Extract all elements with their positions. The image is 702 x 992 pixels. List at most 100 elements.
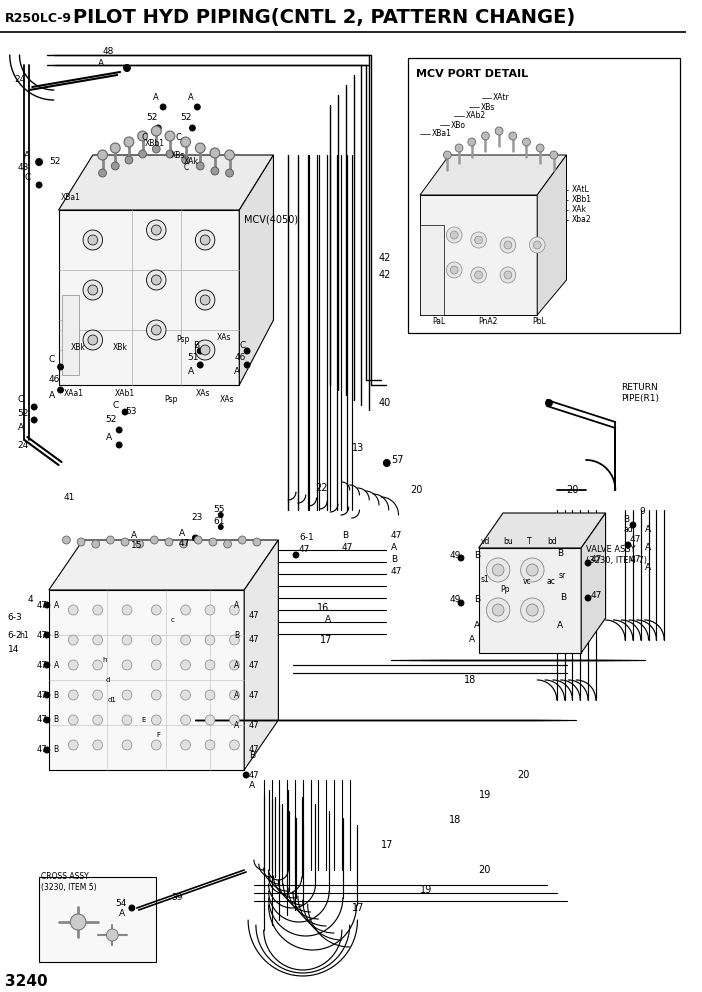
Text: A: A bbox=[187, 92, 193, 101]
Circle shape bbox=[205, 605, 215, 615]
Circle shape bbox=[165, 538, 173, 546]
Circle shape bbox=[152, 740, 161, 750]
Circle shape bbox=[238, 536, 246, 544]
Bar bbox=[62, 295, 79, 375]
Circle shape bbox=[70, 914, 86, 930]
Text: sr: sr bbox=[559, 570, 566, 579]
Text: A: A bbox=[644, 526, 651, 535]
Circle shape bbox=[93, 635, 102, 645]
Circle shape bbox=[68, 740, 78, 750]
Text: B: B bbox=[559, 593, 566, 602]
Circle shape bbox=[88, 285, 98, 295]
Circle shape bbox=[225, 150, 234, 160]
Text: 47: 47 bbox=[37, 661, 48, 670]
Circle shape bbox=[135, 540, 144, 548]
Circle shape bbox=[455, 144, 463, 152]
Circle shape bbox=[486, 598, 510, 622]
Circle shape bbox=[471, 232, 486, 248]
Text: XAa1: XAa1 bbox=[63, 389, 84, 398]
Circle shape bbox=[139, 150, 147, 158]
Text: 47: 47 bbox=[37, 715, 48, 724]
Text: 47: 47 bbox=[342, 544, 353, 553]
Text: XAtL: XAtL bbox=[571, 186, 589, 194]
Text: 16: 16 bbox=[317, 603, 330, 613]
Text: XAs: XAs bbox=[220, 396, 234, 405]
Circle shape bbox=[218, 513, 223, 518]
Circle shape bbox=[205, 740, 215, 750]
Circle shape bbox=[112, 162, 119, 170]
Circle shape bbox=[152, 145, 160, 153]
Text: 47: 47 bbox=[37, 631, 48, 640]
Polygon shape bbox=[58, 155, 274, 210]
Text: XAb2: XAb2 bbox=[466, 111, 486, 120]
Circle shape bbox=[504, 241, 512, 249]
Text: XBs: XBs bbox=[171, 151, 185, 160]
Circle shape bbox=[522, 138, 531, 146]
Circle shape bbox=[165, 131, 175, 141]
Circle shape bbox=[197, 348, 203, 354]
Circle shape bbox=[244, 362, 250, 368]
Text: 19: 19 bbox=[479, 790, 491, 800]
Circle shape bbox=[450, 266, 458, 274]
Text: 57: 57 bbox=[391, 455, 403, 465]
Text: A: A bbox=[179, 529, 185, 538]
Circle shape bbox=[200, 235, 210, 245]
Text: XBb1: XBb1 bbox=[571, 195, 591, 204]
Circle shape bbox=[225, 169, 234, 177]
Circle shape bbox=[122, 660, 132, 670]
Circle shape bbox=[58, 364, 63, 370]
Text: A: A bbox=[187, 367, 194, 377]
Text: A: A bbox=[391, 544, 397, 553]
Polygon shape bbox=[581, 513, 606, 653]
Text: XBa1: XBa1 bbox=[60, 193, 81, 202]
Text: 24: 24 bbox=[18, 440, 29, 449]
Polygon shape bbox=[420, 195, 537, 315]
Text: C: C bbox=[239, 340, 246, 349]
Circle shape bbox=[585, 560, 591, 566]
Text: XAs: XAs bbox=[217, 333, 232, 342]
Circle shape bbox=[44, 692, 50, 698]
Text: Psp: Psp bbox=[164, 396, 178, 405]
Text: 17: 17 bbox=[352, 903, 364, 913]
Text: 48: 48 bbox=[102, 48, 114, 57]
Circle shape bbox=[182, 156, 190, 164]
Circle shape bbox=[93, 660, 102, 670]
Circle shape bbox=[83, 330, 102, 350]
Text: PILOT HYD PIPING(CNTL 2, PATTERN CHANGE): PILOT HYD PIPING(CNTL 2, PATTERN CHANGE) bbox=[73, 9, 576, 28]
Text: 20: 20 bbox=[479, 865, 491, 875]
Circle shape bbox=[526, 604, 538, 616]
Text: B: B bbox=[623, 516, 629, 525]
Text: A: A bbox=[25, 151, 31, 160]
Text: B: B bbox=[391, 556, 397, 564]
Text: RETURN
PIPE(R1): RETURN PIPE(R1) bbox=[621, 383, 659, 403]
Polygon shape bbox=[479, 513, 606, 548]
Text: c: c bbox=[171, 617, 175, 623]
Text: ac: ac bbox=[547, 577, 556, 586]
Text: A: A bbox=[469, 636, 475, 645]
Text: 47: 47 bbox=[249, 720, 260, 729]
Circle shape bbox=[444, 151, 451, 159]
Polygon shape bbox=[479, 548, 581, 653]
Circle shape bbox=[230, 690, 239, 700]
Text: 46: 46 bbox=[234, 353, 246, 362]
Circle shape bbox=[521, 598, 544, 622]
Circle shape bbox=[32, 417, 37, 423]
Circle shape bbox=[147, 270, 166, 290]
Text: B: B bbox=[54, 715, 59, 724]
Text: 22: 22 bbox=[315, 483, 328, 493]
Circle shape bbox=[383, 459, 390, 466]
Circle shape bbox=[129, 905, 135, 911]
Text: B: B bbox=[557, 549, 563, 558]
Circle shape bbox=[492, 564, 504, 576]
Text: MCV PORT DETAIL: MCV PORT DETAIL bbox=[416, 69, 528, 79]
Text: XBo: XBo bbox=[451, 120, 466, 130]
Text: Xba2: Xba2 bbox=[571, 215, 591, 224]
Circle shape bbox=[180, 715, 190, 725]
Circle shape bbox=[93, 715, 102, 725]
Text: 19: 19 bbox=[420, 885, 432, 895]
Text: 23: 23 bbox=[192, 513, 203, 522]
Text: 47: 47 bbox=[249, 746, 260, 755]
Text: A: A bbox=[474, 621, 480, 630]
Text: 47: 47 bbox=[249, 690, 260, 699]
Text: 61: 61 bbox=[213, 517, 225, 526]
